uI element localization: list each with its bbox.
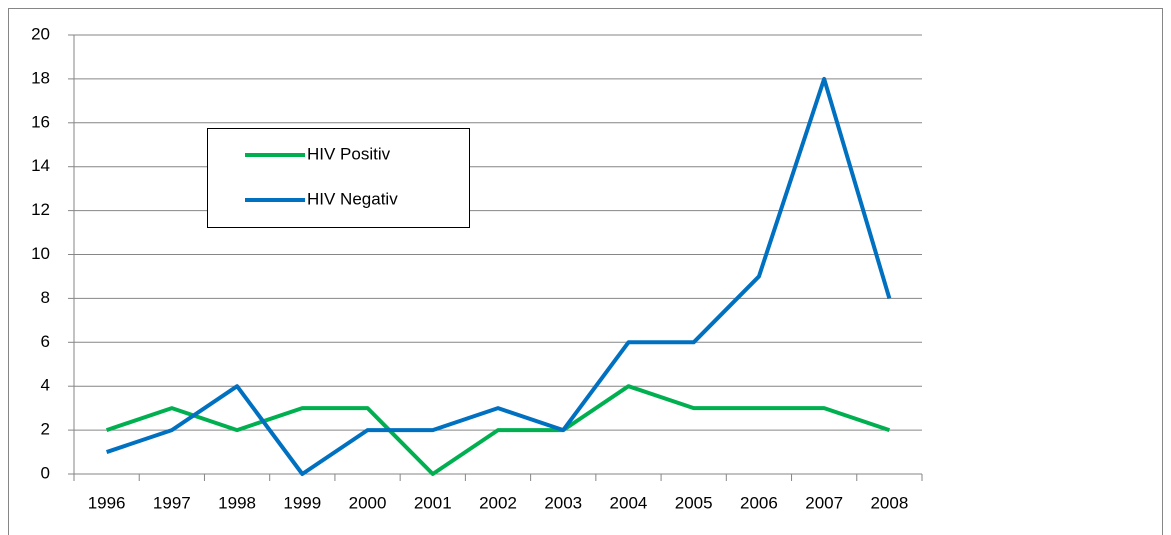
legend-label: HIV Negativ (307, 189, 398, 208)
series-line (105, 76, 892, 476)
x-tick-label: 1998 (218, 493, 256, 512)
x-tick-label: 2007 (805, 493, 843, 512)
y-tick-label: 16 (31, 112, 50, 131)
x-tick-label: 2006 (740, 493, 778, 512)
y-tick-label: 8 (41, 288, 50, 307)
y-tick-label: 18 (31, 68, 50, 87)
x-tick-label: 1997 (153, 493, 191, 512)
x-tick-label: 2004 (610, 493, 648, 512)
y-tick-label: 10 (31, 244, 50, 263)
x-tick-label: 2003 (544, 493, 582, 512)
x-tick-label: 2002 (479, 493, 517, 512)
y-tick-label: 0 (41, 463, 50, 482)
x-tick-label: 1996 (88, 493, 126, 512)
y-tick-label: 6 (41, 332, 50, 351)
x-tick-label: 2000 (349, 493, 387, 512)
x-tick-label: 2005 (675, 493, 713, 512)
chart-border (8, 8, 1163, 535)
y-tick-label: 4 (41, 376, 50, 395)
series-line (105, 384, 891, 476)
legend-box (207, 128, 470, 228)
y-tick-label: 14 (31, 156, 50, 175)
y-tick-label: 12 (31, 200, 50, 219)
x-tick-label: 1999 (283, 493, 321, 512)
y-tick-label: 2 (41, 420, 50, 439)
y-tick-label: 20 (31, 24, 50, 43)
x-tick-label: 2001 (414, 493, 452, 512)
x-tick-label: 2008 (870, 493, 908, 512)
legend-label: HIV Positiv (307, 144, 391, 163)
